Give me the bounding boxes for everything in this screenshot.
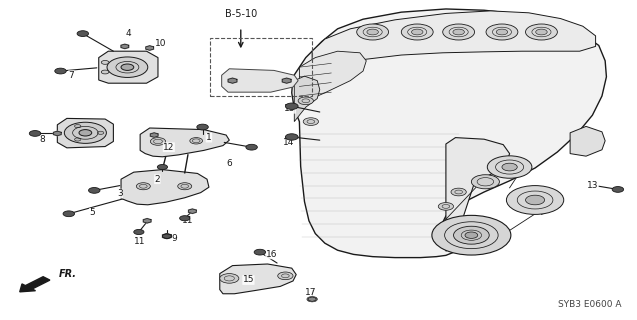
Circle shape: [157, 164, 168, 170]
Polygon shape: [146, 46, 154, 50]
Text: 10: 10: [155, 39, 167, 48]
Text: 14: 14: [283, 138, 294, 147]
Circle shape: [101, 60, 109, 64]
Polygon shape: [150, 133, 158, 137]
Polygon shape: [570, 126, 605, 156]
Text: 5: 5: [89, 208, 96, 217]
Circle shape: [29, 131, 41, 136]
Text: 6: 6: [226, 159, 233, 168]
Text: 12: 12: [163, 143, 175, 152]
Circle shape: [536, 29, 547, 35]
Circle shape: [443, 24, 475, 40]
Text: 1: 1: [206, 133, 212, 142]
Circle shape: [487, 156, 532, 178]
Polygon shape: [308, 297, 316, 301]
Circle shape: [465, 232, 478, 238]
Text: B-5-10: B-5-10: [225, 9, 257, 20]
Polygon shape: [220, 264, 296, 294]
Circle shape: [190, 138, 203, 144]
Circle shape: [471, 175, 499, 189]
Circle shape: [432, 215, 511, 255]
Text: 7: 7: [68, 71, 75, 80]
Circle shape: [64, 122, 106, 143]
Text: 11: 11: [182, 216, 194, 225]
Circle shape: [254, 249, 266, 255]
Circle shape: [307, 297, 317, 302]
Text: SYB3 E0600 A: SYB3 E0600 A: [557, 300, 621, 309]
Polygon shape: [299, 51, 366, 109]
Text: 17: 17: [304, 288, 316, 297]
Text: 8: 8: [39, 135, 45, 144]
Text: 16: 16: [266, 250, 277, 259]
Circle shape: [285, 103, 298, 109]
Polygon shape: [54, 131, 61, 136]
Text: 4: 4: [126, 29, 131, 38]
Circle shape: [526, 24, 557, 40]
Circle shape: [75, 138, 81, 141]
Polygon shape: [282, 78, 291, 83]
Circle shape: [178, 183, 192, 190]
Polygon shape: [292, 9, 606, 258]
Circle shape: [101, 70, 109, 74]
Bar: [210, 38, 312, 96]
Circle shape: [75, 124, 81, 128]
Polygon shape: [222, 69, 298, 92]
Circle shape: [612, 187, 624, 192]
Polygon shape: [162, 234, 171, 239]
Circle shape: [220, 274, 239, 283]
Circle shape: [438, 203, 454, 210]
Polygon shape: [143, 219, 151, 223]
Circle shape: [89, 188, 100, 193]
Circle shape: [502, 163, 517, 171]
Circle shape: [357, 24, 389, 40]
Text: 13: 13: [284, 104, 296, 113]
Circle shape: [197, 124, 208, 130]
Text: 3: 3: [117, 189, 123, 198]
Circle shape: [298, 97, 313, 105]
Polygon shape: [446, 138, 510, 251]
Polygon shape: [312, 11, 596, 70]
Polygon shape: [57, 118, 113, 148]
Circle shape: [107, 57, 148, 77]
Circle shape: [150, 138, 166, 145]
Circle shape: [486, 24, 518, 40]
Circle shape: [367, 29, 378, 35]
Circle shape: [412, 29, 423, 35]
Polygon shape: [99, 51, 158, 83]
Text: FR.: FR.: [59, 269, 77, 279]
Circle shape: [285, 134, 298, 140]
Circle shape: [180, 216, 190, 221]
Circle shape: [97, 131, 104, 134]
Circle shape: [303, 118, 318, 125]
Text: 11: 11: [134, 237, 146, 246]
Circle shape: [162, 234, 171, 238]
Circle shape: [55, 68, 66, 74]
Text: 15: 15: [243, 276, 254, 284]
Circle shape: [134, 229, 144, 235]
Text: 9: 9: [171, 234, 177, 243]
Circle shape: [246, 144, 257, 150]
Circle shape: [496, 29, 508, 35]
Polygon shape: [189, 209, 196, 213]
Text: 13: 13: [587, 181, 598, 190]
Circle shape: [79, 130, 92, 136]
Polygon shape: [121, 170, 209, 205]
Circle shape: [63, 211, 75, 217]
Polygon shape: [294, 76, 320, 122]
Circle shape: [453, 29, 464, 35]
Polygon shape: [140, 128, 229, 157]
Text: 2: 2: [155, 175, 160, 184]
Circle shape: [526, 195, 545, 205]
FancyArrow shape: [20, 277, 50, 292]
Circle shape: [454, 226, 489, 244]
Circle shape: [451, 188, 466, 196]
Circle shape: [506, 186, 564, 214]
Circle shape: [401, 24, 433, 40]
Polygon shape: [121, 44, 129, 49]
Circle shape: [77, 31, 89, 36]
Circle shape: [136, 183, 150, 190]
Circle shape: [121, 64, 134, 70]
Polygon shape: [228, 78, 237, 83]
Circle shape: [278, 272, 293, 280]
